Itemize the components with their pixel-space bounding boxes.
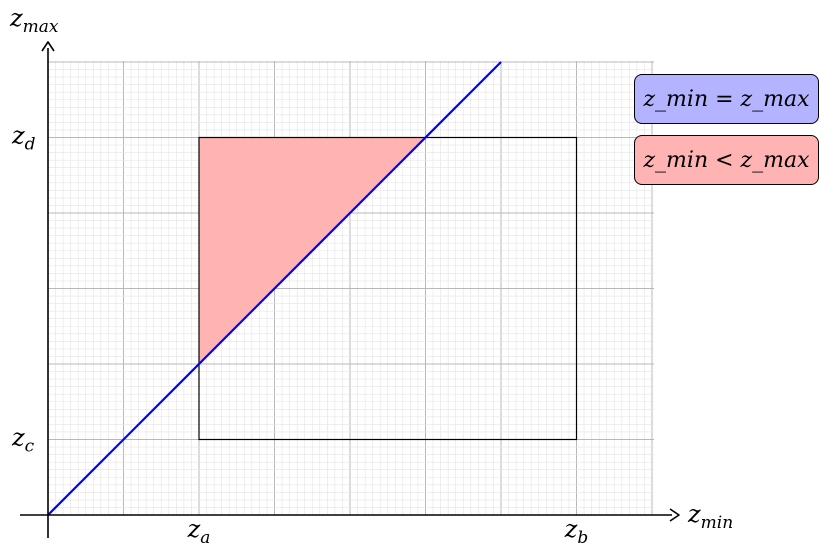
y-axis-arrow: [41, 41, 55, 52]
x-axis-arrow: [669, 508, 680, 522]
x-tick-label-z-a: za: [187, 515, 211, 546]
x-axis-label: zmin: [687, 500, 733, 533]
x-tick-label-z-b: zb: [564, 515, 589, 546]
grid: [47, 61, 654, 516]
diagonal-line: [47, 61, 502, 516]
legend-equal: z_min = z_max: [634, 74, 819, 124]
axis-labels: zmin zmax za zb zc zd: [9, 4, 733, 546]
rectangle: [198, 136, 578, 441]
legend-less: z_min < z_max: [634, 135, 819, 185]
y-tick-label-z-d: zd: [11, 122, 36, 155]
axes: [20, 41, 680, 538]
y-axis-label: zmax: [9, 4, 59, 37]
y-tick-label-z-c: zc: [11, 424, 35, 457]
